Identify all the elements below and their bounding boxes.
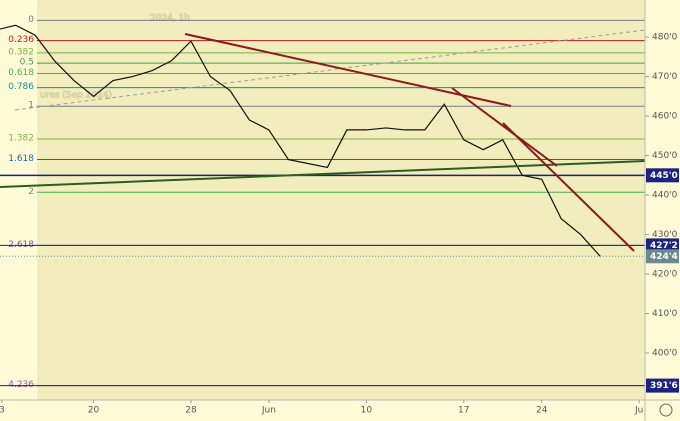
x-tick-label: 3 <box>0 406 5 416</box>
x-tick-label: 28 <box>185 406 197 416</box>
watermark: ures (Sep 2024) <box>40 91 112 101</box>
price-label-box <box>646 168 679 183</box>
y-tick-label: 470'0 <box>652 72 678 82</box>
price-label: 427'2 <box>650 241 678 251</box>
fib-label: 0 <box>28 15 34 25</box>
x-tick-label: 24 <box>536 406 548 416</box>
fib-label: 2 <box>28 187 34 197</box>
price-label-box <box>646 249 679 264</box>
trend-line <box>451 87 558 167</box>
trend-line <box>502 122 635 252</box>
fib-label: 1.618 <box>8 154 34 164</box>
trend-line <box>14 29 646 111</box>
trend-line <box>0 160 646 188</box>
price-label: 424'4 <box>650 252 678 262</box>
fib-label: 1.382 <box>8 133 34 143</box>
y-tick-label: 400'0 <box>652 349 678 359</box>
price-label-box <box>646 378 679 393</box>
fib-label: 0.618 <box>8 68 34 78</box>
price-label-box <box>646 238 679 253</box>
settings-icon[interactable] <box>659 403 673 417</box>
y-tick-label: 410'0 <box>652 309 678 319</box>
fib-label: 1 <box>28 101 34 111</box>
x-tick-label: 20 <box>88 406 100 416</box>
y-tick-label: 450'0 <box>652 151 678 161</box>
fib-label: 0.236 <box>8 35 34 45</box>
price-label: 391'6 <box>650 381 678 391</box>
trend-line <box>184 33 512 107</box>
y-tick-label: 430'0 <box>652 230 678 240</box>
y-tick-label: 420'0 <box>652 270 678 280</box>
watermark: 2024, 1h <box>150 14 190 24</box>
x-tick-label: Jun <box>261 406 276 416</box>
x-tick-label: 17 <box>458 406 469 416</box>
fib-label: 0.382 <box>8 47 34 57</box>
fib-label: 0.5 <box>20 58 34 68</box>
y-tick-label: 480'0 <box>652 33 678 43</box>
x-tick-label: 10 <box>361 406 373 416</box>
price-label: 445'0 <box>650 171 678 181</box>
fib-label: 0.786 <box>8 82 34 92</box>
y-tick-label: 460'0 <box>652 112 678 122</box>
price-line-series <box>0 24 601 257</box>
x-tick-label: Ju <box>634 406 643 416</box>
fib-area <box>37 0 645 400</box>
y-tick-label: 440'0 <box>652 191 678 201</box>
